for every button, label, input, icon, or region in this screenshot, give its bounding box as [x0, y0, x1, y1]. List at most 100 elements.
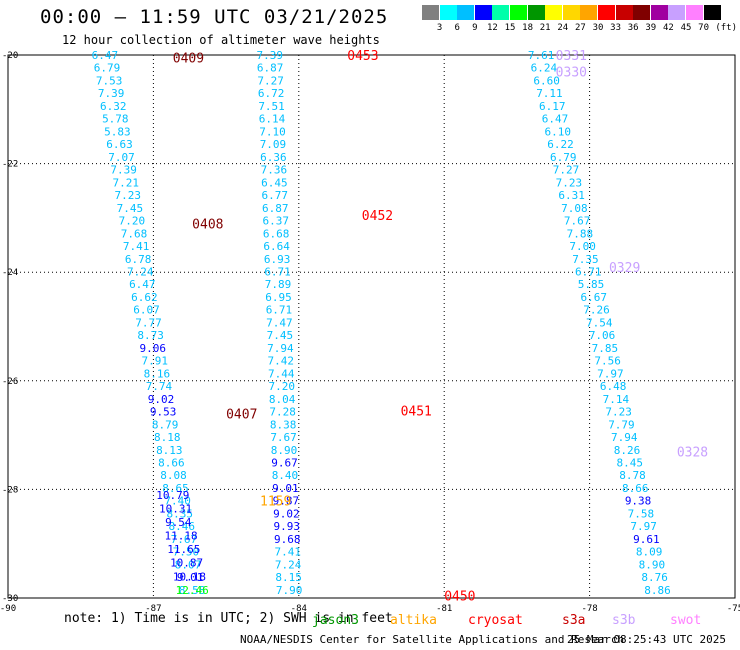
wave-height-label: 7.77 [135, 316, 162, 329]
wave-height-label: 6.47 [92, 49, 119, 62]
wave-height-label: 7.23 [556, 176, 583, 189]
wave-height-label: 7.06 [589, 329, 616, 342]
wave-height-label: 7.20 [119, 215, 146, 228]
wave-height-label: 8.16 [144, 367, 171, 380]
wave-height-label: 6.71 [264, 265, 291, 278]
wave-height-label: 7.36 [261, 164, 288, 177]
wave-height-label: 7.90 [276, 584, 303, 597]
pass-time-label: 0453 [347, 49, 378, 64]
wave-height-label: 7.51 [258, 100, 285, 113]
wave-height-label: 12.46 [176, 584, 209, 597]
wave-height-label: 9.01 [177, 571, 204, 584]
pass-time-label: 0331 [556, 49, 587, 64]
wave-height-label: 7.53 [96, 74, 123, 87]
wave-height-label: 8.90 [639, 558, 666, 571]
wave-height-label: 6.47 [542, 113, 569, 126]
wave-height-label: 8.45 [617, 457, 644, 470]
colorbar-swatch [474, 5, 492, 20]
wave-height-label: 7.09 [260, 138, 287, 151]
wave-height-label: 11.18 [165, 530, 198, 543]
colorbar-label: 39 [645, 23, 657, 33]
colorbar-label: 33 [610, 23, 622, 33]
colorbar-swatch [633, 5, 651, 20]
wave-height-label: 7.45 [117, 202, 144, 215]
wave-height-label: 7.07 [108, 151, 135, 164]
wave-height-label: 6.77 [262, 189, 289, 202]
wave-height-label: 6.24 [531, 62, 558, 75]
wave-height-label: 10.79 [156, 489, 189, 502]
wave-height-label: 7.45 [267, 329, 294, 342]
colorbar-swatch [598, 5, 615, 20]
wave-height-label: 7.44 [268, 367, 295, 380]
wave-height-label: 9.01 [272, 482, 299, 495]
colorbar-label: 70 [698, 23, 710, 33]
wave-height-label: 7.23 [115, 189, 142, 202]
pass-time-label: 0409 [173, 52, 204, 67]
lon-tick-label: -84 [291, 604, 307, 614]
map-title: 00:00 – 11:59 UTC 03/21/2025 [40, 6, 389, 28]
wave-height-label: 7.27 [257, 74, 284, 87]
wave-height-label: 7.39 [98, 87, 125, 100]
footer-credit: NOAA/NESDIS Center for Satellite Applica… [240, 633, 625, 646]
wave-height-label: 7.50 [173, 546, 200, 559]
wave-height-label: 6.68 [263, 227, 290, 240]
source-s3b: s3b [612, 613, 636, 628]
colorbar-label: 12 [486, 23, 498, 33]
wave-height-label: 7.41 [274, 546, 301, 559]
wave-height-label: 7.54 [586, 316, 613, 329]
wave-height-label: 9.87 [273, 495, 300, 508]
wave-height-label: 7.24 [127, 265, 154, 278]
wave-height-label: 8.38 [270, 418, 297, 431]
colorbar-swatch [457, 5, 475, 20]
map-subtitle: 12 hour collection of altimeter wave hei… [62, 33, 380, 47]
wave-height-label: 6.48 [600, 380, 627, 393]
wave-height-label: 7.97 [597, 367, 624, 380]
wave-height-label: 7.88 [567, 227, 594, 240]
wave-height-label: 6.64 [263, 240, 290, 253]
wave-height-label: 6.36 [260, 151, 287, 164]
wave-height-label: 9.06 [139, 342, 166, 355]
wave-height-label: 6.87 [257, 62, 284, 75]
colorbar-swatch [615, 5, 633, 20]
colorbar-swatch [422, 5, 439, 20]
lat-tick-label: -30 [2, 594, 18, 604]
wave-height-label: 8.86 [644, 584, 671, 597]
pass-time-label: 0330 [556, 65, 587, 80]
colorbar-label: 30 [592, 23, 604, 33]
source-cryosat: cryosat [468, 613, 523, 628]
wave-height-label: 6.47 [129, 278, 156, 291]
wave-height-label: 6.22 [547, 138, 574, 151]
wave-height-label: 7.35 [572, 253, 599, 266]
wave-height-label: 7.94 [267, 342, 294, 355]
source-altika: altika [390, 613, 437, 628]
wave-height-label: 7.91 [142, 355, 169, 368]
wave-height-label: 7.24 [275, 558, 302, 571]
colorbar-swatch [562, 5, 580, 20]
wave-height-label: 8.46 [169, 520, 196, 533]
wave-height-label: 7.28 [269, 406, 296, 419]
wave-height-label: 6.71 [575, 265, 602, 278]
lon-tick-label: -90 [0, 604, 16, 614]
colorbar-swatch [510, 5, 527, 20]
wave-height-label: 7.67 [270, 431, 297, 444]
wave-height-label: 6.72 [258, 87, 285, 100]
colorbar-label: 6 [454, 23, 460, 33]
wave-height-label: 8.90 [271, 444, 298, 457]
lat-tick-label: -20 [2, 51, 18, 61]
wave-height-label: 8.79 [152, 418, 179, 431]
wave-height-label: 6.45 [261, 176, 288, 189]
pass-time-label: 0450 [444, 589, 475, 604]
lat-tick-label: -24 [2, 268, 18, 278]
wave-height-label: 6.79 [94, 62, 121, 75]
wave-height-label: 8.15 [275, 571, 302, 584]
wave-height-label: 6.95 [265, 291, 292, 304]
pass-time-label: 0408 [192, 217, 223, 232]
wave-height-label: 9.54 [165, 516, 192, 529]
wave-height-label: 11.65 [167, 543, 200, 556]
wave-height-label: 7.08 [561, 202, 588, 215]
pass-time-label: 0328 [677, 445, 708, 460]
source-s3a: s3a [562, 613, 586, 628]
wave-height-label: 9.67 [271, 457, 298, 470]
colorbar-swatch [650, 5, 668, 20]
pass-time-label: 1159 [260, 494, 291, 509]
